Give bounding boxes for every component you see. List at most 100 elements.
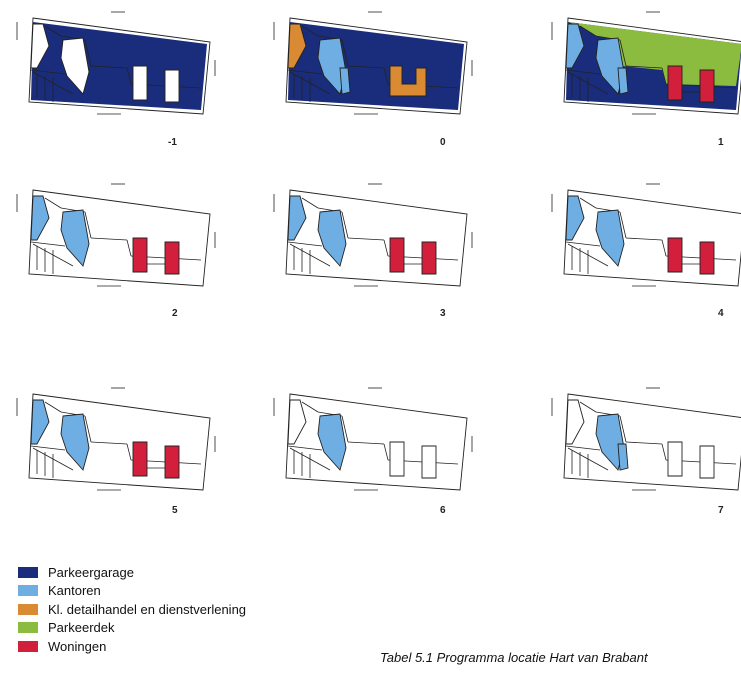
wall-line: [30, 241, 66, 247]
wall-line: [84, 211, 92, 239]
office-block-small: [617, 443, 629, 471]
office-block-middle: [60, 209, 90, 267]
wall-line: [30, 69, 66, 75]
wall-line: [567, 243, 609, 267]
site-outline: [285, 189, 468, 287]
wall-line: [287, 241, 323, 247]
office-block-left: [287, 23, 307, 69]
legend-label: Woningen: [48, 638, 107, 654]
housing-block-b: [699, 241, 715, 275]
legend-swatch: [18, 585, 38, 597]
level-label: 3: [440, 308, 446, 319]
wall-line: [341, 415, 349, 443]
wall-line: [341, 39, 349, 67]
floor-plan-panel: [16, 386, 225, 506]
wall-line: [126, 67, 132, 85]
level-label: 0: [440, 137, 446, 148]
wall-line: [84, 415, 92, 443]
housing-block-b: [421, 241, 437, 275]
wall-line: [383, 443, 389, 461]
legend-label: Kantoren: [48, 583, 101, 599]
office-block-middle: [317, 209, 347, 267]
wall-line: [383, 239, 389, 257]
wall-line: [383, 67, 389, 85]
wall-line: [565, 445, 601, 451]
wall-line: [625, 237, 663, 241]
legend-item-kantoren: Kantoren: [18, 582, 246, 601]
wall-line: [301, 25, 319, 37]
garage-area: [31, 22, 207, 110]
legend-label: Parkeerdek: [48, 620, 115, 636]
office-block-left: [565, 399, 585, 445]
floor-plan-drawing: [273, 183, 473, 287]
legend-item-woningen: Woningen: [18, 637, 246, 656]
wall-line: [30, 445, 66, 451]
office-block-small: [617, 67, 629, 95]
level-label: 5: [172, 505, 178, 516]
floor-plan-drawing: [551, 183, 741, 287]
floor-plan-panel: [273, 10, 482, 130]
wall-line: [126, 239, 132, 257]
wall-line: [287, 69, 323, 75]
office-block-left: [30, 195, 50, 241]
site-outline: [28, 189, 211, 287]
floor-plan-panel: [273, 386, 482, 506]
legend-label: Kl. detailhandel en dienstverlening: [48, 601, 247, 617]
wall-line: [44, 197, 62, 209]
floor-plan-drawing: [273, 387, 473, 491]
wall-line: [661, 67, 667, 85]
level-label: 4: [718, 308, 724, 319]
office-block-middle: [317, 413, 347, 471]
floor-plan-panel: [16, 10, 225, 130]
housing-block-b: [699, 445, 715, 479]
floor-plan-drawing: [551, 11, 741, 115]
floor-plan-panel: [16, 182, 225, 302]
office-block-small: [339, 67, 351, 95]
floor-plan-panel: [273, 182, 482, 302]
housing-block-a: [132, 441, 148, 477]
legend-swatch: [18, 622, 38, 634]
housing-block-a: [389, 441, 405, 477]
office-block-middle: [317, 37, 347, 95]
wall-line: [619, 211, 627, 239]
wall-line: [565, 69, 601, 75]
level-label: 1: [718, 137, 724, 148]
level-label: -1: [168, 137, 177, 148]
office-block-middle: [595, 37, 625, 95]
wall-line: [44, 401, 62, 413]
wall-line: [567, 71, 609, 95]
floor-plan-drawing: [16, 11, 216, 115]
office-block-middle: [595, 413, 625, 471]
wall-line: [347, 441, 385, 445]
floor-plan-drawing: [273, 11, 473, 115]
housing-block-b: [164, 445, 180, 479]
office-block-middle: [60, 37, 90, 95]
office-block-left: [287, 399, 307, 445]
housing-block-b: [699, 69, 715, 103]
wall-line: [32, 71, 74, 95]
wall-line: [126, 443, 132, 461]
wall-line: [90, 65, 128, 69]
legend-swatch: [18, 603, 38, 615]
wall-line: [347, 237, 385, 241]
site-outline: [28, 393, 211, 491]
wall-line: [289, 71, 331, 95]
housing-block-b: [164, 69, 180, 103]
wall-line: [619, 415, 627, 443]
wall-line: [287, 445, 323, 451]
wall-line: [619, 39, 627, 67]
level-label: 2: [172, 308, 178, 319]
level-label: 7: [718, 505, 724, 516]
wall-line: [661, 443, 667, 461]
wall-line: [625, 441, 663, 445]
housing-block-a: [667, 441, 683, 477]
wall-line: [32, 243, 74, 267]
floor-plan-drawing: [16, 183, 216, 287]
office-block-middle: [595, 209, 625, 267]
office-block-left: [287, 195, 307, 241]
office-block-left: [565, 23, 585, 69]
retail-block: [389, 65, 427, 97]
housing-block-b: [164, 241, 180, 275]
housing-block-a: [132, 237, 148, 273]
office-block-left: [30, 23, 50, 69]
